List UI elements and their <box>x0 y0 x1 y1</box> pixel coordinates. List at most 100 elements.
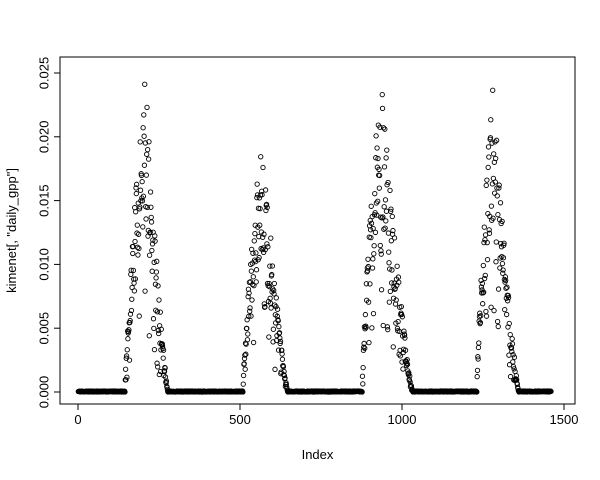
data-point <box>494 318 501 325</box>
data-point <box>277 335 283 341</box>
data-point <box>495 323 501 330</box>
data-point <box>155 364 161 370</box>
data-point <box>130 250 136 257</box>
data-point <box>256 254 262 261</box>
data-point <box>488 203 495 209</box>
data-point <box>126 327 132 333</box>
data-point <box>160 355 166 361</box>
data-point <box>268 235 274 241</box>
data-point <box>145 156 152 162</box>
data-point <box>376 172 383 179</box>
data-point <box>403 362 410 369</box>
data-point <box>265 244 271 250</box>
data-point <box>481 239 487 246</box>
data-point <box>492 139 498 145</box>
data-point <box>130 267 137 274</box>
data-point <box>382 197 389 203</box>
data-point <box>123 377 129 383</box>
y-axis: 0.000 0.005 0.010 0.015 0.020 0.025 <box>37 57 60 408</box>
data-point <box>362 345 368 351</box>
data-point <box>389 267 395 273</box>
data-point <box>387 288 393 295</box>
data-point <box>370 310 377 317</box>
data-point <box>505 292 511 299</box>
data-point <box>384 324 391 330</box>
data-point <box>254 195 260 201</box>
data-point <box>132 276 139 282</box>
plot-box <box>59 56 576 405</box>
data-point <box>262 187 269 193</box>
data-point <box>248 268 254 274</box>
data-point <box>271 287 277 294</box>
x-tick-label: 1000 <box>388 412 417 427</box>
data-point <box>137 139 143 145</box>
data-point <box>490 87 496 93</box>
data-point <box>504 284 510 290</box>
data-point <box>486 227 492 233</box>
data-point <box>388 280 395 286</box>
data-point <box>271 280 277 287</box>
data-point <box>263 201 270 208</box>
data-point <box>135 252 141 258</box>
data-point <box>141 133 147 139</box>
data-point <box>273 295 279 301</box>
data-point <box>480 289 487 295</box>
data-point <box>135 231 142 237</box>
data-point <box>480 262 486 269</box>
data-point <box>279 347 285 353</box>
data-point <box>382 225 388 231</box>
data-point <box>371 243 377 249</box>
data-point <box>262 246 268 253</box>
data-point <box>382 126 388 132</box>
data-point <box>160 347 167 353</box>
data-point <box>510 359 516 365</box>
data-points-layer <box>75 81 554 395</box>
data-point <box>509 341 516 347</box>
data-point <box>513 373 520 379</box>
data-point <box>388 206 394 212</box>
data-point <box>483 308 489 315</box>
data-point <box>152 281 159 287</box>
data-point <box>380 125 387 131</box>
data-point <box>163 378 170 384</box>
data-point <box>372 229 379 236</box>
data-point <box>404 361 411 368</box>
data-point <box>400 366 406 372</box>
data-point <box>496 182 502 188</box>
data-point <box>373 133 379 139</box>
data-point <box>477 310 483 316</box>
data-point <box>502 274 509 280</box>
data-point <box>383 218 389 224</box>
data-point <box>361 340 367 347</box>
data-point <box>145 147 151 153</box>
data-point <box>492 179 498 185</box>
data-point <box>496 185 502 191</box>
data-point <box>359 373 366 379</box>
data-point <box>505 294 512 301</box>
data-point <box>246 290 252 296</box>
data-point <box>371 251 377 257</box>
data-point <box>146 333 152 339</box>
data-point <box>372 191 378 197</box>
data-point <box>256 195 263 201</box>
data-point <box>385 230 392 236</box>
data-point <box>395 318 401 325</box>
data-point <box>154 258 160 264</box>
data-point <box>246 313 252 320</box>
data-point <box>143 216 149 222</box>
x-tick-label: 0 <box>74 412 81 427</box>
data-point <box>381 164 388 170</box>
data-point <box>495 211 501 218</box>
data-point <box>385 326 391 333</box>
data-point <box>389 213 395 220</box>
data-point <box>248 313 254 319</box>
data-point <box>259 192 265 198</box>
data-point <box>133 185 139 191</box>
data-point <box>146 139 152 145</box>
data-point <box>279 356 286 362</box>
data-point <box>153 275 159 281</box>
data-point <box>493 259 499 265</box>
data-point <box>260 249 267 256</box>
data-point <box>281 372 288 379</box>
data-point <box>362 326 368 332</box>
